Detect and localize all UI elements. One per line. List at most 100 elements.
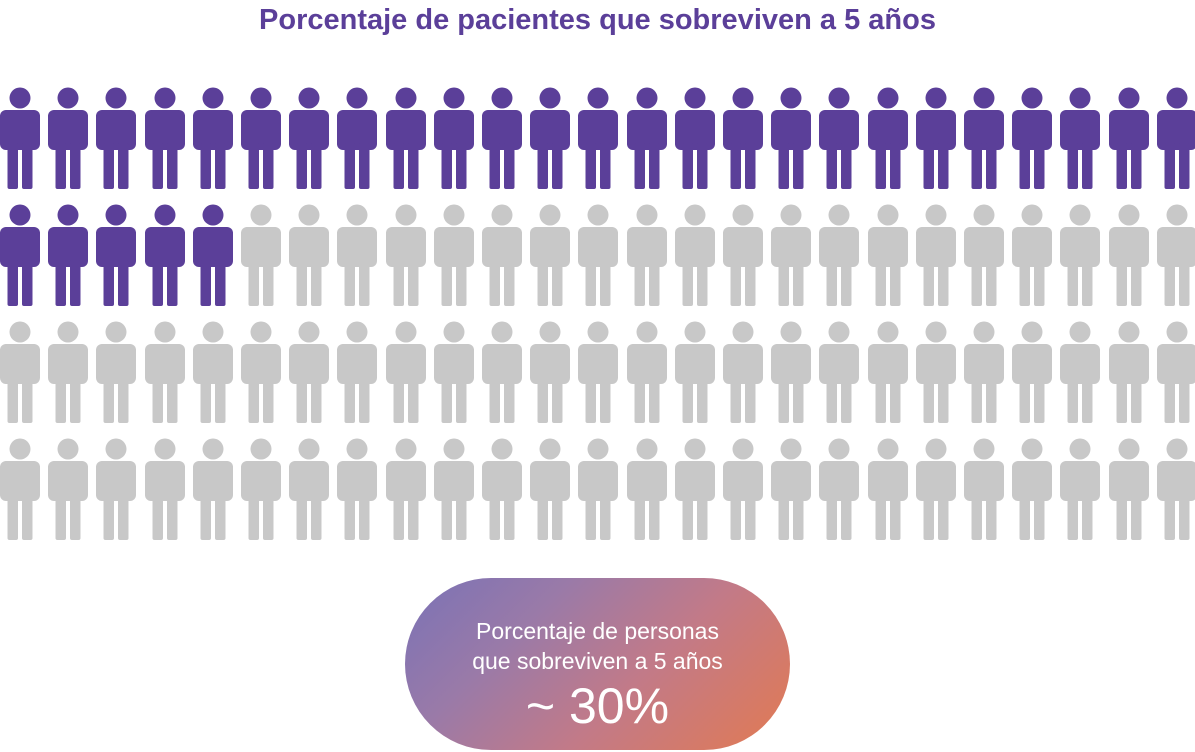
person-glyph bbox=[1108, 438, 1149, 540]
person-glyph bbox=[144, 438, 185, 540]
person-glyph bbox=[0, 321, 40, 423]
person-icon bbox=[385, 438, 426, 540]
person-glyph bbox=[964, 321, 1004, 423]
person-icon bbox=[578, 321, 619, 423]
person-icon bbox=[385, 204, 426, 306]
person-icon bbox=[530, 204, 571, 306]
person-icon bbox=[1156, 438, 1195, 540]
person-glyph bbox=[482, 321, 522, 423]
person-icon bbox=[915, 321, 956, 423]
person-glyph bbox=[771, 204, 812, 306]
person-icon bbox=[1012, 321, 1053, 423]
person-glyph bbox=[867, 321, 908, 423]
person-glyph bbox=[482, 438, 522, 540]
person-icon bbox=[241, 438, 281, 540]
callout-line-2: que sobreviven a 5 años bbox=[472, 648, 723, 674]
person-icon bbox=[964, 438, 1004, 540]
person-glyph bbox=[0, 438, 40, 540]
person-icon bbox=[241, 321, 281, 423]
person-icon bbox=[626, 321, 667, 423]
person-glyph bbox=[674, 204, 715, 306]
person-glyph bbox=[723, 321, 763, 423]
person-glyph bbox=[433, 87, 474, 189]
person-icon bbox=[144, 438, 185, 540]
person-icon bbox=[819, 321, 860, 423]
person-icon-survivor bbox=[96, 204, 137, 306]
person-icon-survivor bbox=[289, 87, 330, 189]
person-icon bbox=[674, 321, 715, 423]
survival-callout: Porcentaje de personas que sobreviven a … bbox=[405, 578, 790, 750]
person-glyph bbox=[337, 204, 378, 306]
person-icon bbox=[626, 204, 667, 306]
person-glyph bbox=[385, 87, 426, 189]
person-glyph bbox=[530, 438, 571, 540]
person-glyph bbox=[771, 438, 812, 540]
person-icon bbox=[241, 204, 281, 306]
person-glyph bbox=[1060, 87, 1101, 189]
person-glyph bbox=[819, 204, 860, 306]
person-glyph bbox=[289, 438, 330, 540]
person-icon bbox=[1012, 438, 1053, 540]
person-glyph bbox=[530, 87, 571, 189]
person-icon bbox=[867, 438, 908, 540]
person-icon bbox=[915, 438, 956, 540]
person-glyph bbox=[192, 87, 233, 189]
person-glyph bbox=[337, 321, 378, 423]
person-icon bbox=[723, 204, 763, 306]
person-icon bbox=[289, 204, 330, 306]
callout-value: ~ 30% bbox=[525, 678, 670, 734]
person-icon-survivor bbox=[433, 87, 474, 189]
person-icon bbox=[674, 204, 715, 306]
person-glyph bbox=[578, 438, 619, 540]
person-icon bbox=[337, 321, 378, 423]
person-icon bbox=[771, 321, 812, 423]
person-icon bbox=[1108, 321, 1149, 423]
person-icon-survivor bbox=[964, 87, 1004, 189]
person-glyph bbox=[241, 87, 281, 189]
person-icon bbox=[337, 438, 378, 540]
person-icon-survivor bbox=[144, 87, 185, 189]
person-glyph bbox=[819, 321, 860, 423]
person-icon bbox=[289, 438, 330, 540]
person-glyph bbox=[96, 204, 137, 306]
person-glyph bbox=[192, 438, 233, 540]
person-glyph bbox=[964, 438, 1004, 540]
person-glyph bbox=[0, 204, 40, 306]
person-icon bbox=[819, 438, 860, 540]
person-glyph bbox=[915, 204, 956, 306]
person-icon-survivor bbox=[819, 87, 860, 189]
person-icon bbox=[1156, 204, 1195, 306]
person-icon-survivor bbox=[771, 87, 812, 189]
person-glyph bbox=[867, 204, 908, 306]
person-glyph bbox=[289, 321, 330, 423]
person-icon-survivor bbox=[530, 87, 571, 189]
chart-title: Porcentaje de pacientes que sobreviven a… bbox=[259, 4, 936, 36]
person-icon bbox=[0, 438, 40, 540]
person-icon-survivor bbox=[1108, 87, 1149, 189]
person-glyph bbox=[1012, 321, 1053, 423]
person-icon bbox=[337, 204, 378, 306]
person-glyph bbox=[433, 438, 474, 540]
person-icon-survivor bbox=[482, 87, 522, 189]
person-icon-survivor bbox=[144, 204, 185, 306]
person-glyph bbox=[1156, 321, 1195, 423]
person-glyph bbox=[1012, 87, 1053, 189]
person-icon-survivor bbox=[915, 87, 956, 189]
person-icon-survivor bbox=[626, 87, 667, 189]
person-glyph bbox=[771, 87, 812, 189]
person-glyph bbox=[48, 438, 89, 540]
person-glyph bbox=[385, 438, 426, 540]
person-glyph bbox=[819, 438, 860, 540]
person-icon-survivor bbox=[96, 87, 137, 189]
person-glyph bbox=[144, 204, 185, 306]
person-icon bbox=[192, 438, 233, 540]
person-glyph bbox=[1156, 87, 1195, 189]
person-glyph bbox=[482, 204, 522, 306]
person-glyph bbox=[771, 321, 812, 423]
person-icon bbox=[915, 204, 956, 306]
pictograph-grid bbox=[0, 87, 1195, 540]
person-icon bbox=[433, 321, 474, 423]
person-glyph bbox=[337, 87, 378, 189]
person-glyph bbox=[385, 204, 426, 306]
person-glyph bbox=[674, 321, 715, 423]
